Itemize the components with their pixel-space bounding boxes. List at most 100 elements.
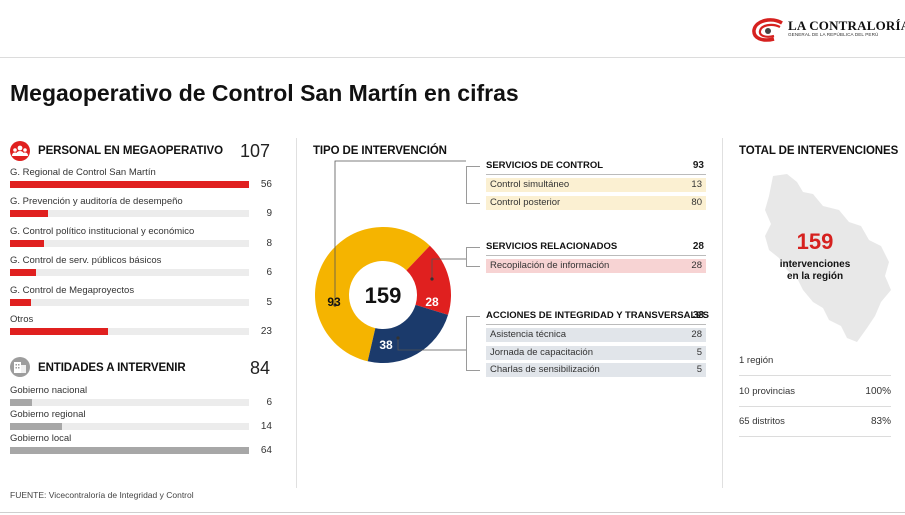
row-value: 56 [260,179,272,190]
donut-chart: 93 28 38 159 [315,160,466,363]
table-row-label: Control simultáneo [490,179,570,190]
table-heading: SERVICIOS DE CONTROL [486,160,604,171]
bar-track [10,328,249,335]
table-row-value: 13 [691,179,702,190]
bar-fill [10,328,108,335]
bar-track [10,210,249,218]
people-icon [10,141,30,161]
total-caption-2: en la región [786,271,844,282]
donut-center-label: 159 [365,283,402,308]
total-title: TOTAL DE INTERVENCIONES [739,145,899,157]
table-row: Control simultáneo 13 [486,178,706,192]
bracket-line [466,316,480,317]
table-heading: SERVICIOS RELACIONADOS [486,241,618,252]
connector-dot [333,303,337,307]
bracket-line [466,370,480,371]
table-row-value: 28 [691,260,702,271]
donut-slice [406,245,451,315]
table-total: 93 [692,160,704,171]
table-row-label: Asistencia técnica [490,329,567,340]
stat-divider [739,375,891,376]
contraloria-logo-icon [752,18,783,42]
entidades-total: 84 [249,358,270,378]
table-row-label: Jornada de capacitación [490,346,593,358]
total-caption-1: intervenciones [779,259,851,270]
bar-fill [10,422,62,430]
bracket-line [466,247,480,248]
bracket-line [466,316,467,370]
bar-track [10,239,249,247]
san-martin-map-icon [765,174,891,342]
row-label: Otros [10,314,34,325]
building-icon [10,357,30,377]
slice-label: 28 [425,295,439,309]
table-row-value: 28 [691,329,702,340]
bar-track [10,399,249,406]
bracket-line [466,166,480,167]
bracket-line [466,166,467,203]
stat-value: 100% [865,386,891,397]
header-divider [0,57,905,58]
contraloria-logo: LA CONTRALORÍA GENERAL DE LA REPÚBLICA D… [752,18,905,42]
footer-divider [0,512,905,513]
donut-slice [315,227,430,362]
table-total: 38 [692,310,704,321]
connector-line [397,338,466,351]
table-row-value: 5 [696,364,702,375]
bar-fill [10,298,31,306]
bar-fill [10,181,249,188]
row-label: Gobierno local [10,432,72,444]
row-label: G. Control político institucional y econ… [10,225,195,237]
stat-label: 10 provincias [739,386,795,397]
source-footnote: FUENTE: Vicecontraloría de Integridad y … [10,490,194,500]
personal-total: 107 [239,141,270,161]
table-row: Charlas de sensibilización 5 [486,363,706,377]
table-row-value: 80 [691,196,702,208]
row-label: Gobierno regional [10,408,86,420]
row-value: 9 [266,208,272,220]
row-value: 6 [266,397,272,408]
table-row-label: Charlas de sensibilización [490,364,600,375]
slice-label: 38 [379,338,393,352]
table-heading: ACCIONES DE INTEGRIDAD Y TRANSVERSALES [486,310,709,321]
slice-label: 93 [327,295,341,309]
bar-fill [10,210,48,218]
row-value: 8 [266,237,272,249]
stat-label: 65 distritos [739,416,785,427]
bar-track [10,298,249,306]
table-row-value: 5 [696,346,702,358]
table-row: Control posterior 80 [486,195,706,210]
table-row: Asistencia técnica 28 [486,328,706,342]
connector-dot [396,336,400,340]
table-total: 28 [692,241,704,252]
table-divider [486,174,706,175]
donut-slice [367,304,449,363]
row-label: G. Control de Megaproyectos [10,284,135,296]
total-value: 159 [796,229,834,254]
bracket-line [466,247,467,266]
bar-fill [10,446,249,454]
logo-name: LA CONTRALORÍA [788,18,905,33]
logo-subtitle: GENERAL DE LA REPÚBLICA DEL PERÚ [788,32,879,37]
stat-divider [739,406,891,407]
bar-track [10,422,249,430]
entidades-title: ENTIDADES A INTERVENIR [38,362,186,374]
stat-divider [739,436,891,437]
column-divider [296,138,297,488]
column-divider [722,138,723,488]
bar-fill [10,399,32,406]
connector-dot [430,277,434,281]
tipo-title: TIPO DE INTERVENCIÓN [313,145,447,157]
table-row: Recopilación de información 28 [486,259,706,273]
row-label: G. Regional de Control San Martín [10,167,156,178]
connector-line [334,160,466,305]
personal-title: PERSONAL EN MEGAOPERATIVO [38,145,223,157]
page-title: Megaoperativo de Control San Martín en c… [10,80,519,106]
row-value: 14 [260,420,272,432]
row-value: 64 [260,444,272,456]
stat-value: 83% [870,416,891,427]
row-value: 6 [266,267,272,279]
table-divider [486,255,706,256]
bar-fill [10,269,36,277]
bar-track [10,269,249,277]
